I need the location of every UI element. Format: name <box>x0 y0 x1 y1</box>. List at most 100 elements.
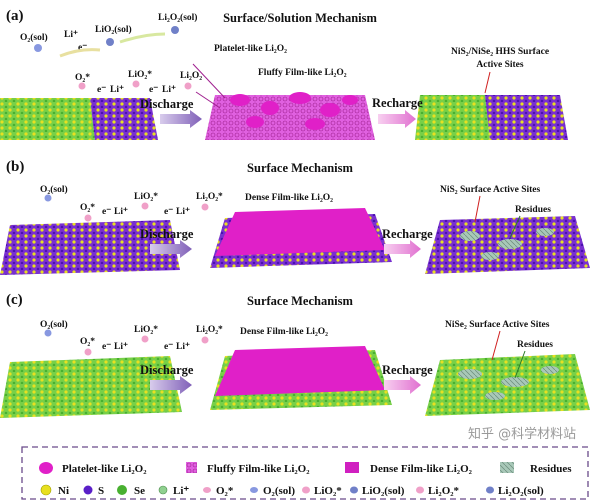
species-label: Li⁺ <box>176 342 190 352</box>
discharge-label: Discharge <box>140 363 194 377</box>
legend-entry: Li₂O₂* <box>428 485 460 497</box>
recharge-label: Recharge <box>382 227 433 241</box>
panel-c: (c) Surface Mechanism O₂(sol) O₂* e⁻ Li⁺… <box>0 292 590 418</box>
sites-label: NiS₂ Surface Active Sites <box>440 185 541 195</box>
o2-sol-molecule-icon <box>44 329 52 337</box>
legend-entry: Platelet-like Li₂O₂ <box>62 463 147 475</box>
residues-label: Residues <box>517 340 553 350</box>
species-label: Li⁺ <box>162 85 176 95</box>
species-label: e⁻ <box>149 85 158 95</box>
species-label: Li₂O₂* <box>196 325 223 335</box>
dense-film-li2o2 <box>215 208 385 256</box>
discharge-label: Discharge <box>140 227 194 241</box>
residues-swatch-icon <box>500 462 514 473</box>
product-label: Fluffy Film-like Li₂O₂ <box>258 68 347 78</box>
discharge-arrow <box>150 240 192 258</box>
o2-sol-molecule-icon <box>34 44 42 52</box>
li2o2-star-icon <box>201 336 209 344</box>
sites-label: NiSe₂ Surface Active Sites <box>445 320 550 330</box>
species-label: LiO₂(sol) <box>95 24 132 35</box>
species-label: LiO₂* <box>134 325 158 335</box>
dense-film-li2o2 <box>215 346 385 396</box>
lio2-star-icon <box>302 486 310 494</box>
panel-a: (a) Surface/Solution Mechanism O₂(sol) L… <box>0 8 568 140</box>
nis2-lattice <box>485 95 568 140</box>
legend-entry: Residues <box>530 463 572 475</box>
species-label: Li⁺ <box>64 30 78 40</box>
panel-b: (b) Surface Mechanism O₂(sol) O₂* e⁻ Li⁺… <box>0 159 590 275</box>
legend-entry: S <box>98 485 104 497</box>
o2-sol-icon <box>250 487 258 493</box>
legend-entry: Fluffy Film-like Li₂O₂ <box>207 463 310 475</box>
li2o2-sol-icon <box>171 26 179 34</box>
species-label: O₂(sol) <box>20 32 48 43</box>
o2-star-icon <box>203 487 211 493</box>
residues-label: Residues <box>515 205 551 215</box>
panel-label: (b) <box>6 159 24 175</box>
species-label: O₂* <box>80 337 95 347</box>
lio2-star-icon <box>132 80 140 88</box>
nis2-lattice <box>0 220 180 275</box>
sites-label: Active Sites <box>476 60 524 70</box>
species-label: LiO₂* <box>128 70 152 80</box>
nise2-lattice <box>415 95 490 140</box>
species-label: Li₂O₂ <box>180 71 202 81</box>
legend-entry: O₂(sol) <box>263 485 295 497</box>
o2-sol-molecule-icon <box>44 194 52 202</box>
legend-entry: LiO₂* <box>314 485 342 497</box>
panel-title: Surface/Solution Mechanism <box>223 11 377 25</box>
species-label: O₂* <box>75 73 90 83</box>
watermark: 知乎 @科学材料站 <box>468 426 576 442</box>
recharge-label: Recharge <box>372 96 423 110</box>
recharge-arrow <box>384 376 421 394</box>
pointer-line <box>474 195 481 223</box>
legend-entry: Dense Film-like Li₂O₂ <box>370 463 473 475</box>
se-atom-icon <box>117 485 127 495</box>
o2-star-icon <box>84 214 92 222</box>
product-label: Platelet-like Li₂O₂ <box>214 44 287 54</box>
pointer-line <box>509 215 521 239</box>
species-label: Li⁺ <box>114 342 128 352</box>
species-label: e⁻ <box>97 85 106 95</box>
legend-entry: Li⁺ <box>173 485 189 497</box>
nis2-lattice <box>90 98 158 140</box>
legend-border <box>21 446 589 500</box>
panel-label: (a) <box>6 8 24 24</box>
recharge-arrow <box>378 110 416 128</box>
discharge-arrow <box>150 376 192 394</box>
panel-label: (c) <box>6 292 23 308</box>
species-label: O₂* <box>80 203 95 213</box>
species-label: e⁻ <box>164 207 173 217</box>
species-label: Li₂O₂* <box>196 192 223 202</box>
nise2-lattice <box>0 98 95 140</box>
species-label: e⁻ <box>164 342 173 352</box>
legend-entry: Se <box>134 485 145 497</box>
panel-title: Surface Mechanism <box>247 294 353 308</box>
o2-star-icon <box>78 82 86 90</box>
panel-title: Surface Mechanism <box>247 161 353 175</box>
nise2-lattice <box>0 356 182 418</box>
ni-atom-icon <box>40 484 52 496</box>
recharge-label: Recharge <box>382 363 433 377</box>
o2-star-icon <box>84 348 92 356</box>
species-label: Li⁺ <box>176 207 190 217</box>
sites-label: NiS₂/NiSe₂ HHS Surface <box>451 47 549 57</box>
dense-swatch-icon <box>345 462 359 473</box>
species-label: Li⁺ <box>114 207 128 217</box>
species-label: e⁻ <box>102 342 111 352</box>
legend-entry: LiO₂(sol) <box>362 485 405 497</box>
lio2-star-icon <box>141 202 149 210</box>
li2o2-sol-icon <box>486 486 494 494</box>
recharge-arrow <box>384 240 421 258</box>
reaction-arrow <box>119 32 166 44</box>
discharge-label: Discharge <box>140 97 194 111</box>
pointer-line <box>192 63 226 99</box>
legend: Platelet-like Li₂O₂ Fluffy Film-like Li₂… <box>21 446 589 500</box>
li2o2-star-icon <box>201 203 209 211</box>
platelet-li2o2-cluster <box>230 92 358 130</box>
residue-patches <box>460 228 554 260</box>
legend-entry: Li₂O₂(sol) <box>498 485 544 497</box>
pointer-line <box>514 350 526 379</box>
species-label: LiO₂* <box>134 192 158 202</box>
